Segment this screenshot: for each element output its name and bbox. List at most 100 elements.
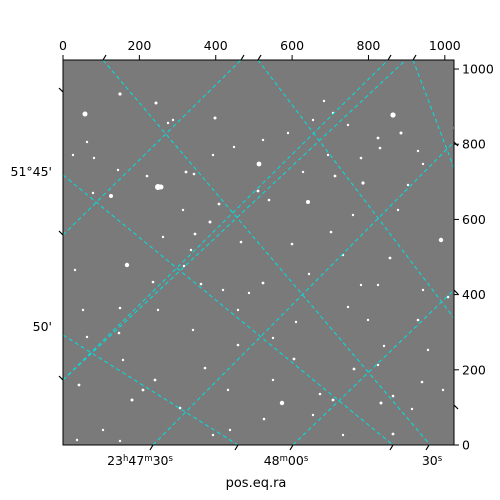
star-71 (261, 138, 265, 142)
star-89 (101, 428, 105, 432)
star-107 (366, 318, 370, 322)
star-113 (390, 112, 396, 118)
star-76 (346, 305, 350, 309)
star-101 (326, 153, 330, 157)
world-tick-1 (58, 230, 64, 236)
star-34 (262, 417, 266, 421)
star-10 (399, 131, 403, 135)
star-114 (71, 153, 75, 157)
ra-tick-label-3: 30s (422, 453, 443, 468)
star-32 (292, 357, 296, 361)
star-116 (81, 308, 85, 312)
star-108 (226, 388, 230, 392)
star-41 (379, 401, 383, 405)
star-81 (294, 320, 298, 324)
world-tick-5 (453, 404, 459, 410)
star-39 (446, 295, 450, 299)
star-30 (236, 343, 240, 347)
star-17 (290, 242, 294, 246)
star-3 (213, 116, 217, 120)
star-36 (331, 398, 335, 402)
star-115 (73, 268, 77, 272)
world-tick-13 (289, 444, 294, 451)
star-0 (82, 111, 88, 117)
star-29 (203, 366, 207, 370)
star-24 (118, 306, 122, 310)
star-20 (182, 264, 186, 268)
star-2 (154, 101, 158, 105)
star-field (71, 92, 454, 463)
star-26 (77, 383, 81, 387)
grid-line-9 (63, 174, 394, 445)
star-90 (171, 118, 175, 122)
star-72 (189, 248, 193, 252)
star-68 (322, 99, 326, 103)
star-51 (130, 398, 134, 402)
star-110 (121, 358, 125, 362)
star-22 (151, 280, 155, 284)
world-tick-0 (58, 87, 64, 93)
star-84 (406, 451, 409, 454)
star-93 (267, 198, 271, 202)
star-38 (416, 318, 420, 322)
star-120 (376, 363, 380, 367)
axis-tick-labels: 0 200 400 600 800 1000 0 200 400 600 800 1000 (59, 38, 494, 453)
star-64 (92, 156, 96, 160)
dec-tick-label-1: 51°45' (11, 164, 53, 179)
star-13 (361, 181, 365, 185)
star-60 (217, 202, 221, 206)
x-tick-label-1: 200 (127, 38, 151, 53)
star-44 (436, 448, 439, 451)
star-62 (256, 189, 260, 193)
grid-line-7 (412, 60, 454, 169)
world-tick-14 (389, 444, 394, 451)
star-66 (166, 121, 170, 125)
star-47 (318, 392, 322, 396)
y-tick-label-5: 1000 (462, 62, 494, 77)
grid-line-5 (102, 60, 431, 445)
star-86 (228, 428, 232, 432)
star-122 (346, 123, 350, 127)
star-9 (376, 136, 380, 140)
star-112 (236, 308, 240, 312)
star-70 (378, 146, 382, 150)
star-121 (421, 288, 425, 292)
star-25 (85, 335, 89, 339)
star-18 (261, 281, 265, 285)
star-104 (311, 118, 315, 122)
x-tick-label-5: 1000 (429, 38, 461, 53)
star-37 (382, 344, 386, 348)
star-85 (247, 461, 249, 463)
star-83 (382, 454, 384, 456)
star-77 (359, 283, 363, 287)
star-94 (116, 168, 120, 172)
x-axis-title: pos.eq.ra (226, 476, 287, 491)
x-tick-label-0: 0 (59, 38, 67, 53)
x-tick-label-3: 600 (280, 38, 304, 53)
star-106 (271, 378, 275, 382)
star-67 (286, 131, 290, 135)
star-79 (406, 183, 410, 187)
star-105 (247, 291, 251, 295)
star-12 (416, 149, 420, 153)
x-tick-label-2: 400 (204, 38, 228, 53)
world-tick-15 (425, 444, 430, 451)
star-50 (141, 388, 145, 392)
star-43 (410, 407, 414, 411)
star-14 (438, 237, 444, 243)
star-87 (211, 433, 215, 437)
world-tick-3 (453, 141, 459, 147)
grid-line-6 (257, 60, 454, 319)
world-tick-12 (234, 444, 239, 451)
star-6 (306, 200, 310, 204)
star-8 (359, 156, 363, 160)
star-52 (118, 439, 122, 443)
grid-line-2 (63, 60, 407, 381)
star-21 (161, 235, 165, 239)
star-19 (193, 232, 197, 236)
y-tick-label-3: 600 (462, 212, 486, 227)
y-tick-label-0: 0 (462, 438, 470, 453)
y-tick-label-2: 400 (462, 287, 486, 302)
star-40 (420, 380, 424, 384)
